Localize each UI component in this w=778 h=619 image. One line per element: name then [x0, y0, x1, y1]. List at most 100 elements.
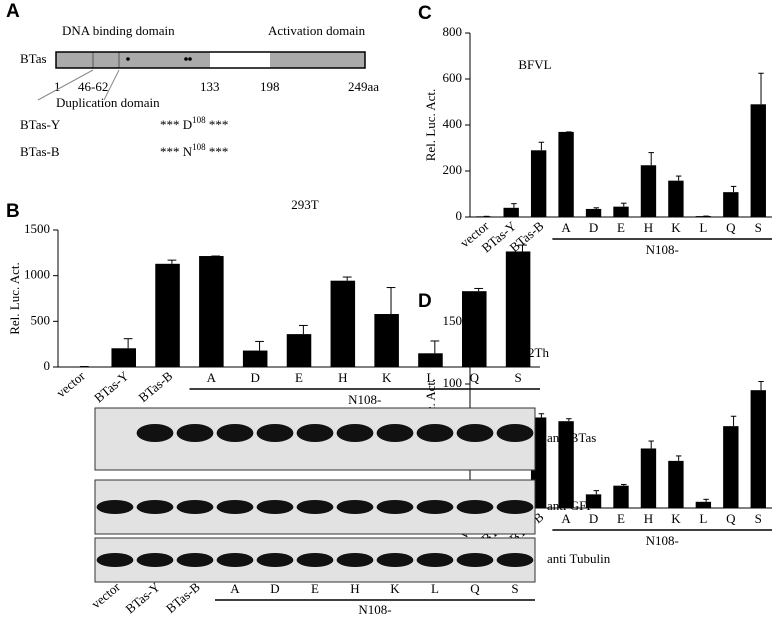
x-tick-label: K	[382, 370, 392, 385]
domain-diagram: DNA binding domain Activation domain BTa…	[20, 23, 379, 159]
blot-band	[416, 500, 454, 514]
x-tick-label: A	[561, 511, 571, 526]
blot-band	[336, 424, 374, 442]
bar	[505, 251, 531, 367]
bar	[585, 494, 602, 508]
bar	[199, 256, 224, 367]
panel-label: D	[418, 291, 432, 312]
x-tick-label: D	[270, 581, 279, 596]
y-tick-label: 1000	[24, 267, 50, 282]
group-label: N108-	[646, 242, 679, 257]
blot-band	[456, 553, 494, 567]
blot-band	[136, 500, 174, 514]
variant-sequence: *** N108 ***	[160, 142, 228, 159]
x-tick-label: E	[295, 370, 303, 385]
blot-band	[96, 553, 134, 567]
chart-title: Cf2Th	[515, 345, 549, 360]
bar	[503, 207, 519, 217]
bar	[585, 208, 602, 217]
x-tick-label: D	[250, 370, 259, 385]
y-tick-label: 100	[443, 375, 463, 390]
protein-outline	[55, 51, 366, 69]
blot-band	[296, 500, 334, 514]
blot-band	[416, 424, 454, 442]
x-tick-label: vector	[88, 579, 123, 612]
position-label: 198	[260, 79, 280, 94]
blot-band	[416, 553, 454, 567]
x-tick-label: H	[338, 370, 347, 385]
x-tick-label: BTas-B	[135, 368, 175, 405]
blot-band	[136, 553, 174, 567]
x-tick-label: L	[699, 220, 707, 235]
bar	[374, 314, 399, 367]
x-tick-label: L	[699, 511, 707, 526]
bar	[640, 165, 657, 217]
bar	[111, 348, 136, 367]
variant-sequence: *** D108 ***	[160, 115, 228, 132]
x-tick-label: L	[426, 370, 434, 385]
site-dot	[126, 57, 130, 61]
blot-band	[376, 553, 414, 567]
bar	[418, 353, 443, 367]
blot-band	[296, 424, 334, 442]
blot-band	[456, 500, 494, 514]
blot-band	[376, 500, 414, 514]
site-dot	[188, 57, 192, 61]
panel-label: C	[418, 3, 432, 24]
position-label: 133	[200, 79, 220, 94]
y-tick-label: 400	[443, 116, 463, 131]
blot-band	[336, 500, 374, 514]
blot-band	[96, 500, 134, 514]
x-tick-label: L	[431, 581, 439, 596]
chart-title: BFVL	[518, 57, 551, 72]
x-tick-label: Q	[470, 581, 480, 596]
panel-label: A	[6, 1, 20, 22]
callout-line	[103, 69, 120, 101]
bar	[462, 291, 487, 367]
y-tick-label: 0	[44, 358, 51, 373]
x-tick-label: D	[589, 220, 598, 235]
activation-region	[270, 52, 365, 68]
domain-header: DNA binding domain	[62, 23, 175, 38]
blot-row-label: anti BTas	[547, 430, 596, 445]
blot-band	[216, 500, 254, 514]
x-tick-label: A	[230, 581, 240, 596]
x-tick-label: K	[671, 220, 681, 235]
bar	[558, 131, 574, 217]
x-tick-label: S	[511, 581, 518, 596]
blot-band	[496, 424, 534, 442]
blot-band	[376, 424, 414, 442]
blot-band	[216, 424, 254, 442]
x-tick-label: BTas-Y	[122, 579, 163, 617]
blot-band	[296, 553, 334, 567]
x-tick-label: K	[390, 581, 400, 596]
y-tick-label: 600	[443, 70, 463, 85]
bar	[286, 334, 312, 367]
x-tick-label: A	[561, 220, 571, 235]
x-tick-label: Q	[726, 511, 736, 526]
bar	[330, 280, 356, 367]
bar	[242, 350, 268, 367]
group-label: N108-	[646, 533, 679, 548]
group-label: N108-	[348, 392, 381, 407]
blot-band	[336, 553, 374, 567]
group-label: N108-	[358, 602, 391, 617]
x-tick-label: K	[671, 511, 681, 526]
protein-name: BTas	[20, 51, 47, 66]
variant-name: BTas-B	[20, 144, 60, 159]
bar	[668, 180, 684, 217]
bar	[155, 263, 180, 367]
bar	[695, 501, 712, 508]
position-label: 1	[54, 79, 61, 94]
x-tick-label: Q	[470, 370, 480, 385]
x-tick-label: S	[755, 511, 762, 526]
blot-row-label: anti GFP	[547, 498, 594, 513]
blot-band	[176, 500, 214, 514]
x-tick-label: E	[617, 220, 625, 235]
x-tick-label: Q	[726, 220, 736, 235]
y-tick-label: 150	[443, 313, 463, 328]
y-tick-label: 800	[443, 24, 463, 39]
x-tick-label: E	[311, 581, 319, 596]
x-tick-label: BTas-B	[163, 579, 203, 616]
